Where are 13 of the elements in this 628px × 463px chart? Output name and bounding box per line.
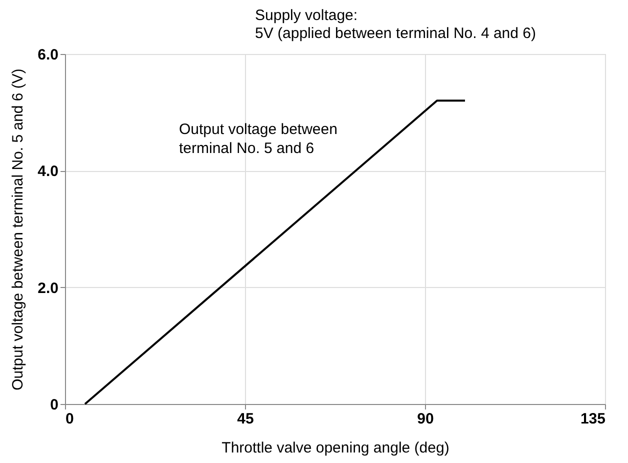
x-tick-label: 45 [237,410,254,428]
chart-subtitle: 5V (applied between terminal No. 4 and 6) [255,25,536,42]
y-tick-label: 0 [50,396,58,414]
y-tick-label: 4.0 [38,163,58,180]
y-tick-label: 6.0 [38,46,58,64]
x-tick-label: 0 [66,410,74,428]
chart-title: Supply voltage: [255,7,358,24]
annotation: Output voltage between terminal No. 5 and 6 [179,121,338,157]
x-tick-label: 135 [580,410,606,428]
y-tick-label: 2.0 [38,280,58,297]
x-tick-label: 90 [417,410,434,428]
x-axis-title: Throttle valve opening angle (deg) [222,440,450,456]
y-axis-title: Output voltage between terminal No. 5 and 6 (V) [10,68,27,390]
